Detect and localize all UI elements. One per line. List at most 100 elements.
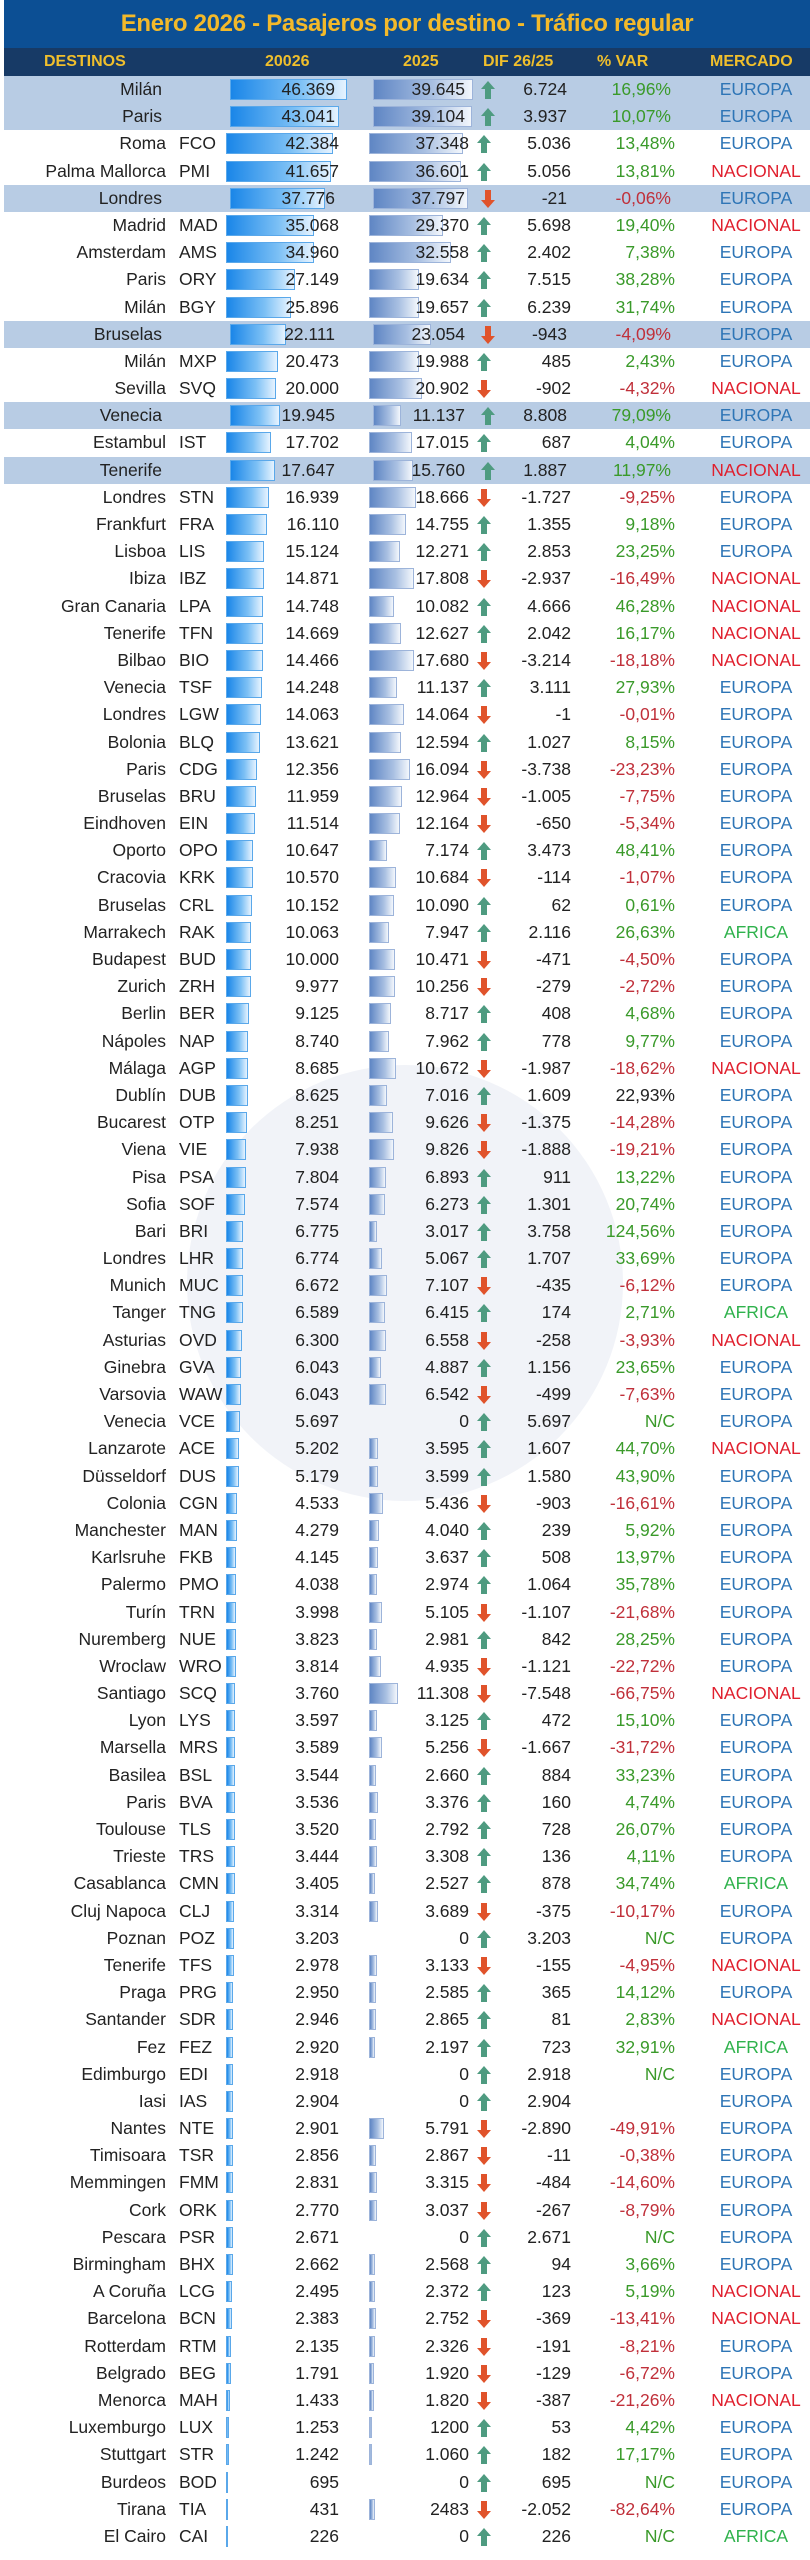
bar-2025 [369, 1683, 398, 1705]
value-2026: 4.145 [295, 1547, 339, 1568]
table-row: Timisoara TSR 2.856 2.867 -11 -0,38% EUROPA [0, 2142, 810, 2169]
difference: 5.036 [527, 133, 571, 154]
value-2026: 4.038 [295, 1574, 339, 1595]
airport-code: LGW [179, 704, 219, 725]
bar-2026 [226, 867, 253, 889]
bar-2025 [369, 432, 412, 454]
difference: -943 [531, 323, 567, 344]
bar-2026 [226, 1873, 235, 1895]
market: EUROPA [719, 323, 793, 344]
table-row: Paris CDG 12.356 16.094 -3.738 -23,23% EUROPA [0, 756, 810, 783]
airport-code: BVA [179, 1791, 213, 1812]
airport-code: IAS [179, 2090, 208, 2111]
market: EUROPA [719, 1601, 793, 1622]
destination-name: Londres [102, 704, 166, 725]
market: EUROPA [719, 514, 793, 534]
value-2025: 3.595 [425, 1438, 469, 1459]
value-2025: 3.637 [425, 1547, 469, 1568]
market: EUROPA [719, 106, 793, 127]
bar-2025 [369, 1166, 387, 1188]
value-2026: 20.000 [285, 378, 339, 399]
destination-name: Amsterdam [76, 242, 166, 263]
market: EUROPA [719, 350, 793, 371]
destination-name: Edimburgo [81, 2063, 166, 2084]
value-2025: 7.947 [425, 921, 469, 942]
bar-2026 [226, 1737, 236, 1759]
arrow-down-icon [477, 869, 491, 888]
value-2026: 1.253 [295, 2417, 339, 2438]
bar-2025 [369, 242, 452, 264]
destination-name: Stuttgart [99, 2444, 166, 2465]
market: EUROPA [719, 1139, 793, 1160]
destination-name: Lanzarote [88, 1438, 166, 1459]
difference: -1.987 [521, 1057, 571, 1078]
percent-variation: 4,42% [625, 2417, 675, 2438]
market: EUROPA [719, 1628, 793, 1649]
table-row: Trieste TRS 3.444 3.308 136 4,11% EUROPA [0, 1843, 810, 1870]
destination-name: Rotterdam [84, 2335, 166, 2356]
bar-2025 [369, 1954, 377, 1976]
value-2026: 8.740 [295, 1030, 339, 1051]
bar-2026 [226, 2226, 233, 2248]
value-2025: 14.755 [415, 514, 469, 534]
difference: 53 [551, 2417, 571, 2438]
destination-name: Turín [125, 1601, 166, 1622]
value-2026: 3.314 [295, 1900, 339, 1921]
table-row: Bilbao BIO 14.466 17.680 -3.214 -18,18% NACION… [0, 647, 810, 674]
value-2025: 2.752 [425, 2308, 469, 2329]
percent-variation: -18,62% [609, 1057, 675, 1078]
arrow-down-icon [477, 760, 491, 779]
value-2025: 3.037 [425, 2199, 469, 2220]
difference: 5.698 [527, 214, 571, 235]
bar-2026 [226, 1628, 236, 1650]
arrow-down-icon [477, 1141, 491, 1160]
destination-name: Londres [98, 187, 162, 208]
airport-code: CGN [179, 1492, 218, 1513]
value-2026: 46.369 [281, 79, 335, 99]
table-row: Ibiza IBZ 14.871 17.808 -2.937 -16,49% NACIONA… [0, 565, 810, 592]
arrow-down-icon [477, 1331, 491, 1350]
percent-variation: -16,61% [609, 1492, 675, 1513]
airport-code: MRS [179, 1737, 218, 1758]
arrow-up-icon [477, 1168, 491, 1187]
bar-2025 [373, 106, 472, 128]
bar-2025 [369, 2362, 374, 2384]
market: NACIONAL [711, 2009, 801, 2030]
value-2026: 15.124 [285, 541, 339, 562]
percent-variation: 4,04% [625, 432, 675, 453]
destination-name: Tenerife [103, 1954, 166, 1975]
bar-2026 [226, 1411, 241, 1433]
value-2025: 10.256 [415, 976, 469, 997]
percent-variation: -49,91% [609, 2118, 675, 2139]
table-row: Madrid MAD 35.068 29.370 5.698 19,40% NACIONAL [0, 212, 810, 239]
value-2026: 34.960 [285, 242, 339, 263]
arrow-down-icon [481, 325, 495, 344]
value-2025: 39.104 [411, 106, 465, 127]
airport-code: DUB [179, 1084, 216, 1105]
bar-2025 [369, 1112, 394, 1134]
airport-code: EIN [179, 813, 209, 834]
table-row: Luxemburgo LUX 1.253 1200 53 4,42% EUROPA [0, 2414, 810, 2441]
bar-2025 [369, 1846, 378, 1868]
value-2026: 1.791 [295, 2362, 339, 2383]
airport-code: PMI [179, 160, 211, 181]
percent-variation: 23,65% [615, 1356, 675, 1377]
percent-variation: -18,18% [609, 649, 675, 670]
percent-variation: -3,93% [619, 1329, 675, 1350]
bar-2025 [369, 1900, 379, 1922]
bar-2025 [369, 894, 395, 916]
percent-variation: N/C [644, 2226, 675, 2247]
table-row: Tirana TIA 431 2483 -2.052 -82,64% EUROPA [0, 2496, 810, 2523]
destination-name: Cork [129, 2199, 166, 2220]
difference: 2.853 [527, 541, 571, 562]
market: NACIONAL [711, 2389, 801, 2410]
bar-2026 [226, 2417, 230, 2439]
header-2025: 2025 [403, 53, 439, 70]
airport-code: FEZ [179, 2036, 213, 2057]
airport-code: PMO [179, 1574, 219, 1595]
airport-code: LCG [179, 2281, 215, 2302]
value-2026: 2.901 [295, 2118, 339, 2139]
value-2026: 3.998 [295, 1601, 339, 1622]
difference: -375 [535, 1900, 571, 1921]
destination-name: Frankfurt [95, 514, 166, 534]
